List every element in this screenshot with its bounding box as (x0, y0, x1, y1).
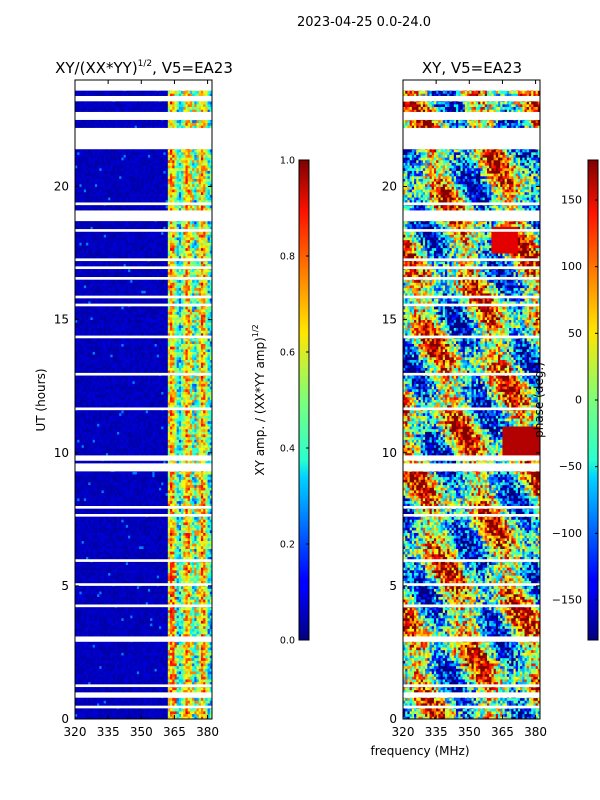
figure-suptitle: 2023-04-25 0.0-24.0 (297, 15, 431, 30)
figure-canvas: 2023-04-25 0.0-24.0 frequency (MHz) XY/(… (0, 0, 600, 800)
amp-panel-title: XY/(XX*YY)1/2, V5=EA23 (55, 59, 233, 77)
figure-svg: 2023-04-25 0.0-24.0 frequency (MHz) XY/(… (0, 0, 600, 800)
figure-xlabel: frequency (MHz) (370, 744, 469, 758)
amp-panel: XY/(XX*YY)1/2, V5=EA23 320 335 350 365 380 0… (34, 59, 233, 739)
amp-heatmap (75, 80, 212, 719)
